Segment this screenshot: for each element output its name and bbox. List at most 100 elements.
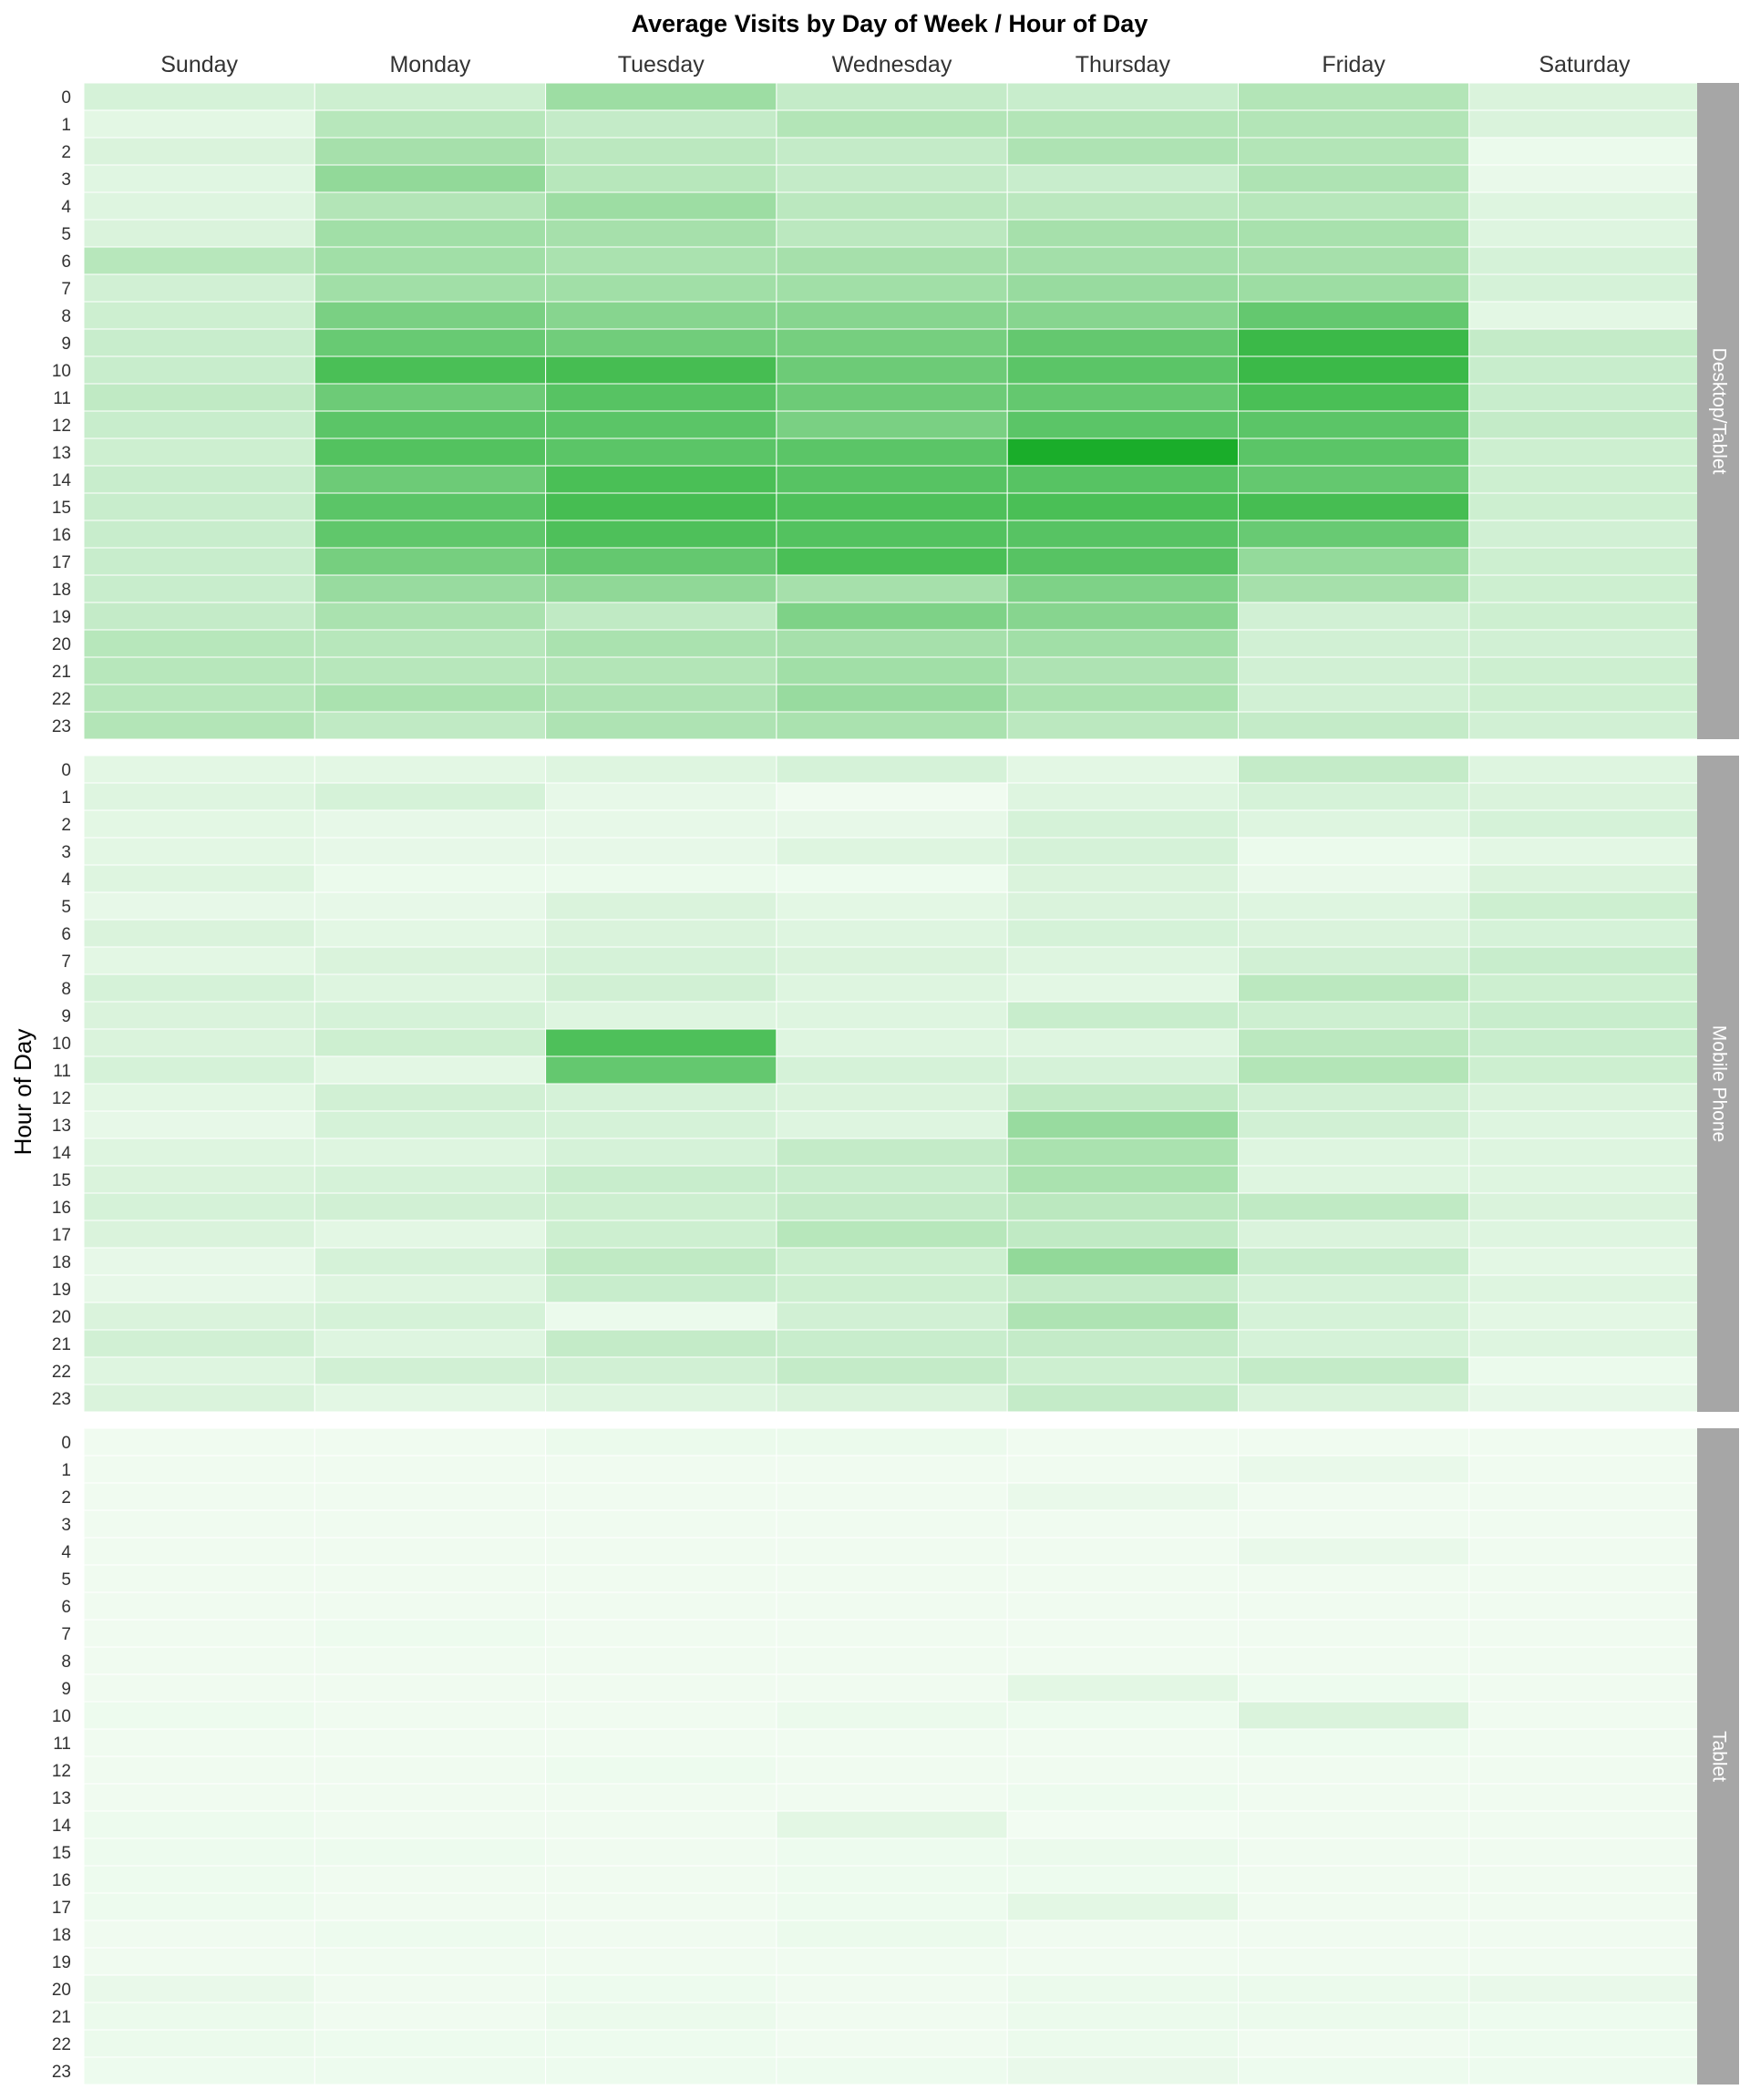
heatmap-cell <box>1238 711 1470 740</box>
heatmap-cell <box>1468 891 1701 921</box>
heatmap-cell <box>776 1247 1008 1276</box>
heatmap-cell <box>83 547 315 576</box>
heatmap-cell <box>776 1482 1008 1511</box>
heatmap-cell <box>1468 1192 1701 1221</box>
heatmap-cell <box>1006 1892 1239 1921</box>
heatmap-cell <box>314 410 547 439</box>
heatmap-cell <box>314 547 547 576</box>
heatmap-cell <box>1468 1055 1701 1085</box>
heatmap-cell <box>314 864 547 893</box>
heatmap-cell <box>1006 1619 1239 1648</box>
heatmap-cell <box>545 1755 777 1785</box>
facet-strip <box>1697 756 1739 1412</box>
heatmap-cell <box>314 973 547 1003</box>
heatmap-cell <box>1238 383 1470 412</box>
facet-strip-label: Tablet <box>1708 1731 1729 1782</box>
heatmap-cell <box>1006 1865 1239 1894</box>
heatmap-cell <box>314 465 547 494</box>
heatmap-cell <box>314 1001 547 1030</box>
heatmap-cell <box>776 164 1008 193</box>
heatmap-cell <box>1468 410 1701 439</box>
hour-label: 2 <box>61 816 71 835</box>
hour-label: 6 <box>61 925 71 944</box>
facet-strip-label: Mobile Phone <box>1708 1025 1729 1142</box>
heatmap-cell <box>1238 1083 1470 1112</box>
heatmap-cell <box>1468 1974 1701 2003</box>
heatmap-cell <box>314 809 547 839</box>
heatmap-cell <box>314 1865 547 1894</box>
hour-label: 14 <box>52 1144 72 1163</box>
heatmap-cell <box>1006 656 1239 685</box>
heatmap-cell <box>776 1001 1008 1030</box>
heatmap-cell <box>545 629 777 658</box>
heatmap-cell <box>1468 782 1701 811</box>
heatmap-cell <box>776 2029 1008 2058</box>
heatmap-cell <box>314 1783 547 1812</box>
hour-label: 19 <box>52 608 71 627</box>
heatmap-cell <box>1238 1646 1470 1675</box>
hour-label: 10 <box>52 1707 71 1726</box>
heatmap-cell <box>1006 1755 1239 1785</box>
heatmap-cell <box>1238 1028 1470 1057</box>
heatmap-cell <box>776 328 1008 357</box>
heatmap-cell <box>83 1083 315 1112</box>
heatmap-cell <box>1468 301 1701 330</box>
heatmap-cell <box>314 492 547 521</box>
hour-label: 7 <box>61 1625 71 1644</box>
heatmap-cell <box>1468 711 1701 740</box>
heatmap-cell <box>545 410 777 439</box>
heatmap-cell <box>1006 1455 1239 1484</box>
heatmap-cell <box>314 1356 547 1385</box>
panel-mobile-phone: 01234567891011121314151617181920212223Mo… <box>52 755 1739 1413</box>
heatmap-cell <box>83 355 315 385</box>
heatmap-cell <box>545 2029 777 2058</box>
heatmap-cell <box>545 1110 777 1139</box>
heatmap-cell <box>1468 1810 1701 1839</box>
heatmap-cell <box>776 2056 1008 2085</box>
heatmap-cell <box>1238 1810 1470 1839</box>
heatmap-cell <box>83 864 315 893</box>
heatmap-cell <box>1238 137 1470 166</box>
hour-label: 3 <box>61 1516 71 1535</box>
heatmap-cell <box>1468 1701 1701 1730</box>
heatmap-cell <box>83 246 315 275</box>
hour-label: 13 <box>52 444 71 463</box>
heatmap-cell <box>776 602 1008 631</box>
day-label-friday: Friday <box>1322 52 1385 77</box>
heatmap-cell <box>1468 1865 1701 1894</box>
heatmap-cell <box>83 1783 315 1812</box>
heatmap-cell <box>1006 82 1239 111</box>
heatmap-cell <box>1006 109 1239 139</box>
heatmap-cell <box>776 973 1008 1003</box>
heatmap-cell <box>545 355 777 385</box>
heatmap-cell <box>1238 109 1470 139</box>
heatmap-cell <box>1006 1055 1239 1085</box>
heatmap-cell <box>83 1591 315 1621</box>
hour-label: 20 <box>52 1981 71 2000</box>
heatmap-cell <box>1468 1673 1701 1703</box>
hour-label: 4 <box>61 198 71 217</box>
heatmap-cell <box>83 1838 315 1867</box>
heatmap-cell <box>1468 1564 1701 1593</box>
heatmap-cell <box>83 1055 315 1085</box>
heatmap-cell <box>1468 137 1701 166</box>
heatmap-cell <box>1468 520 1701 549</box>
heatmap-cell <box>776 1083 1008 1112</box>
heatmap-cell <box>545 1220 777 1249</box>
hour-label: 2 <box>61 1488 71 1508</box>
heatmap-cell <box>776 1220 1008 1249</box>
heatmap-cell <box>1238 1427 1470 1457</box>
heatmap-cell <box>314 1564 547 1593</box>
heatmap-cell <box>1006 1673 1239 1703</box>
hour-label: 1 <box>61 788 71 808</box>
heatmap-cell <box>1238 864 1470 893</box>
hour-label: 16 <box>52 1871 71 1890</box>
heatmap-cell <box>776 1701 1008 1730</box>
heatmap-cell <box>1006 1482 1239 1511</box>
hour-label: 10 <box>52 1035 71 1054</box>
heatmap-cell <box>1006 137 1239 166</box>
heatmap-cell <box>1468 1619 1701 1648</box>
heatmap-cell <box>1006 1427 1239 1457</box>
heatmap-cell <box>545 1192 777 1221</box>
day-label-tuesday: Tuesday <box>618 52 705 77</box>
